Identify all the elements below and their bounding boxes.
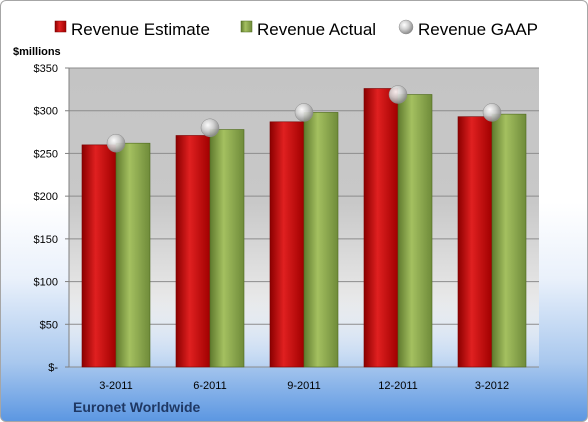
y-tick-label: $300 bbox=[34, 106, 58, 118]
x-tick-label: 3-2012 bbox=[475, 380, 509, 392]
legend-label-actual: Revenue Actual bbox=[257, 20, 376, 39]
y-tick-label: $200 bbox=[34, 191, 58, 203]
legend-label-gaap: Revenue GAAP bbox=[418, 20, 538, 39]
x-tick-label: 12-2011 bbox=[378, 380, 418, 392]
legend-item-estimate: Revenue Estimate bbox=[54, 20, 210, 39]
footer-title: Euronet Worldwide bbox=[73, 399, 201, 415]
gaap-marker bbox=[200, 118, 220, 138]
bar-estimate bbox=[363, 88, 399, 368]
bar-estimate bbox=[269, 121, 305, 368]
x-tick-label: 9-2011 bbox=[287, 380, 320, 392]
legend-label-estimate: Revenue Estimate bbox=[71, 20, 210, 39]
x-tick-label: 3-2011 bbox=[99, 380, 132, 392]
y-tick-label: $150 bbox=[34, 234, 58, 246]
legend-swatch-estimate bbox=[54, 20, 67, 33]
bar-actual bbox=[115, 142, 151, 368]
legend-marker-gaap bbox=[398, 19, 414, 35]
legend: Revenue Estimate Revenue Actual Revenue … bbox=[54, 19, 538, 39]
bar-actual bbox=[397, 94, 433, 368]
bar-actual bbox=[491, 113, 527, 368]
y-axis-unit-label: $millions bbox=[13, 46, 61, 58]
y-tick-label: $250 bbox=[34, 148, 58, 160]
legend-swatch-actual bbox=[240, 20, 253, 33]
x-axis-ticks: 3-2011 6-2011 9-2011 12-2011 3-2012 bbox=[99, 380, 509, 392]
gaap-marker bbox=[388, 85, 408, 104]
gaap-marker bbox=[106, 133, 126, 153]
y-tick-label: $100 bbox=[34, 277, 58, 289]
y-tick-label: $350 bbox=[34, 63, 58, 75]
gaap-markers bbox=[106, 85, 502, 153]
bar-estimate bbox=[457, 116, 493, 368]
bar-estimate bbox=[81, 144, 117, 368]
legend-item-actual: Revenue Actual bbox=[240, 20, 376, 39]
legend-item-gaap: Revenue GAAP bbox=[398, 19, 538, 39]
bars bbox=[81, 88, 527, 368]
y-tick-label: $- bbox=[48, 362, 58, 374]
x-tick-label: 6-2011 bbox=[193, 380, 226, 392]
bar-estimate bbox=[175, 135, 211, 368]
gaap-marker bbox=[294, 103, 314, 122]
gaap-marker bbox=[482, 103, 502, 122]
bar-actual bbox=[209, 129, 245, 368]
y-tick-label: $50 bbox=[40, 319, 58, 331]
bar-actual bbox=[303, 112, 339, 368]
y-axis-ticks: $- $50 $100 $150 $200 $250 $300 $350 bbox=[34, 63, 70, 374]
